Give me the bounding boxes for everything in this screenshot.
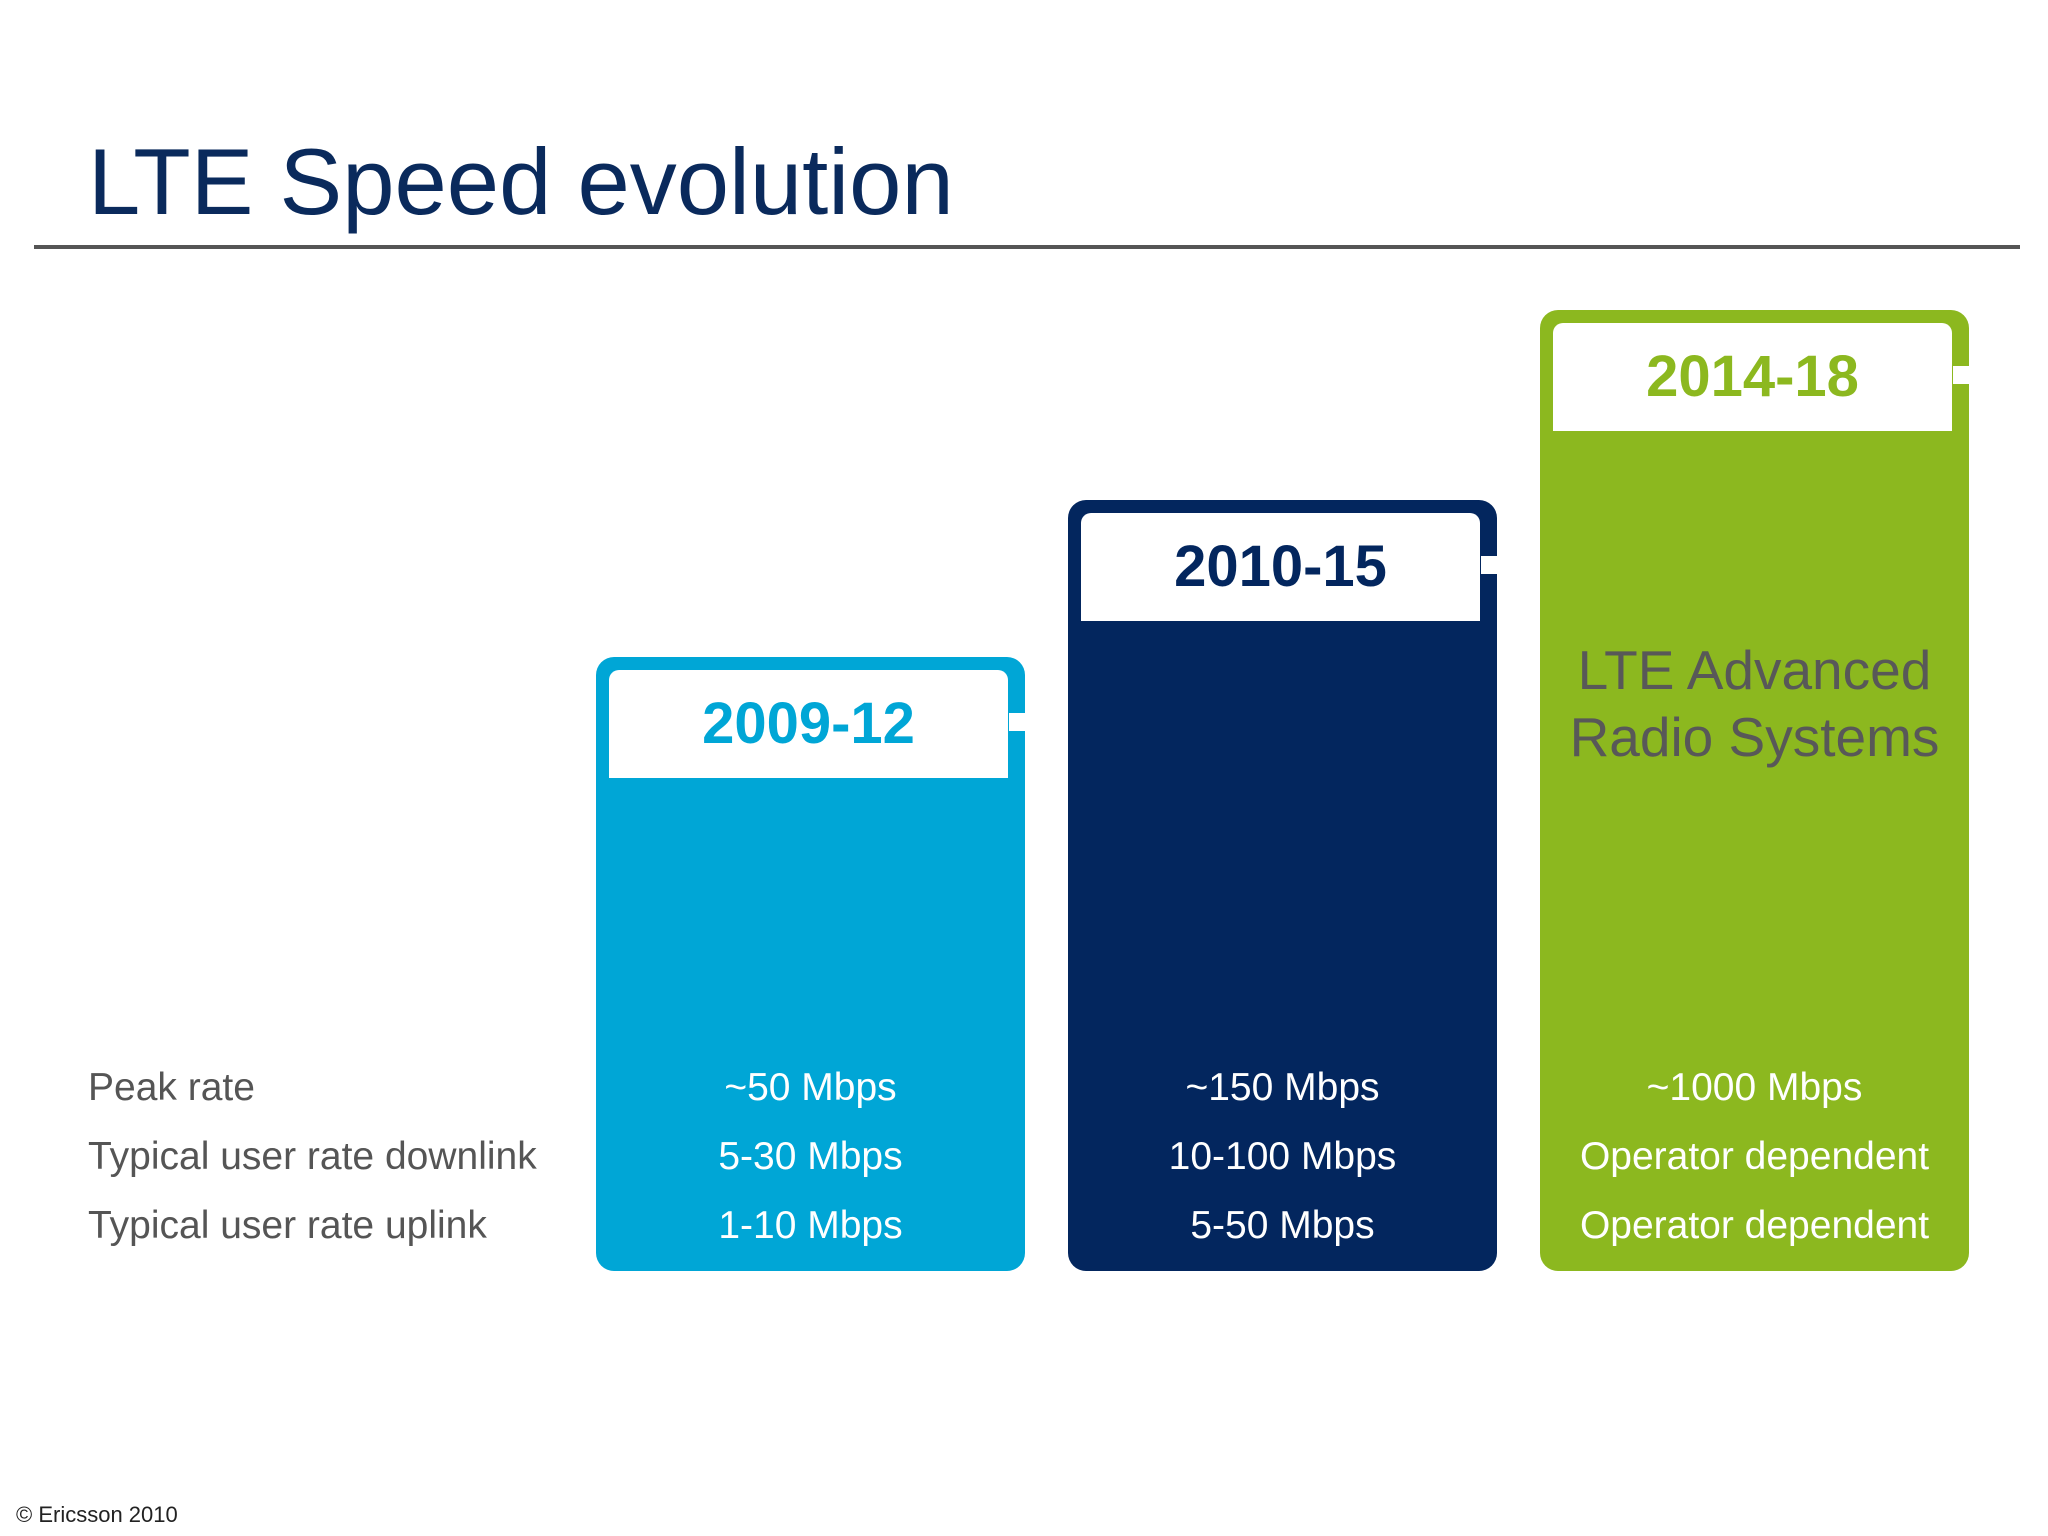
title-divider xyxy=(34,245,2020,249)
card-description-line-2: Radio Systems xyxy=(1569,706,1940,768)
card-downlink-rate: 10-100 Mbps xyxy=(1168,1135,1397,1178)
card-peak-rate: ~1000 Mbps xyxy=(1646,1066,1863,1109)
card-period-label: 2009-12 xyxy=(609,670,1008,778)
copyright-footer: © Ericsson 2010 xyxy=(16,1502,178,1527)
card-period-label: 2014-18 xyxy=(1553,323,1952,431)
card-uplink-rate: 1-10 Mbps xyxy=(718,1204,903,1247)
card-period-label: 2010-15 xyxy=(1081,513,1480,621)
tab-notch xyxy=(1481,556,1497,574)
tab-notch xyxy=(1953,366,1969,384)
card-uplink-rate: 5-50 Mbps xyxy=(1190,1204,1375,1247)
card-peak-rate: ~50 Mbps xyxy=(724,1066,897,1109)
tab-notch xyxy=(1009,713,1025,731)
card-2014-18: 2014-18 LTE Advanced Radio Systems ~1000… xyxy=(1540,310,1969,1271)
card-downlink-rate: 5-30 Mbps xyxy=(718,1135,903,1178)
row-label-downlink: Typical user rate downlink xyxy=(88,1135,537,1178)
slide-title: LTE Speed evolution xyxy=(88,129,954,234)
card-description-line-1: LTE Advanced xyxy=(1577,639,1932,701)
card-2010-15: 2010-15 ~150 Mbps 10-100 Mbps 5-50 Mbps xyxy=(1068,500,1497,1271)
row-label-peak-rate: Peak rate xyxy=(88,1066,255,1109)
card-downlink-rate: Operator dependent xyxy=(1579,1135,1930,1178)
card-2009-12: 2009-12 ~50 Mbps 5-30 Mbps 1-10 Mbps xyxy=(596,657,1025,1271)
row-label-uplink: Typical user rate uplink xyxy=(88,1204,487,1247)
card-uplink-rate: Operator dependent xyxy=(1579,1204,1930,1247)
card-peak-rate: ~150 Mbps xyxy=(1185,1066,1380,1109)
